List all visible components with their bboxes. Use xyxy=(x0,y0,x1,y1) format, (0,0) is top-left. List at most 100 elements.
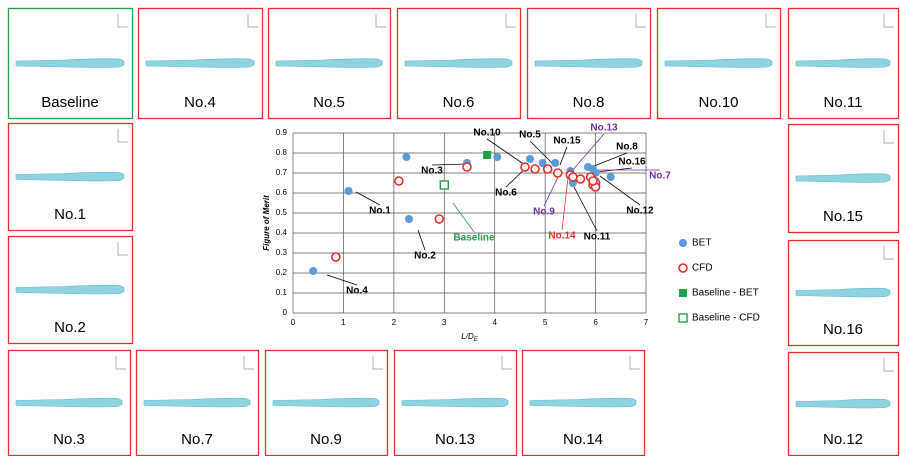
y-tick-label: 0.8 xyxy=(276,148,288,157)
x-tick-label: 0 xyxy=(291,318,296,327)
panel-label: No.12 xyxy=(823,431,863,448)
x-tick-label: 5 xyxy=(543,318,548,327)
point xyxy=(607,173,615,181)
panel: No.5 xyxy=(269,9,391,119)
legend-label: Baseline - CFD xyxy=(692,313,760,324)
annotation: No.1 xyxy=(369,206,391,217)
annotation: No.8 xyxy=(616,142,638,153)
panel-label: No.10 xyxy=(698,94,738,111)
annotation-arrow xyxy=(544,177,558,206)
annotation: No.3 xyxy=(421,166,443,177)
panel: No.9 xyxy=(266,351,388,456)
panel: No.7 xyxy=(137,351,259,456)
panel-label: No.13 xyxy=(435,431,475,448)
panel: No.6 xyxy=(398,9,521,119)
x-axis-label-main: L/D xyxy=(461,332,474,341)
point xyxy=(526,155,534,163)
panel: Baseline xyxy=(9,9,133,119)
figure: BaselineNo.4No.5No.6No.8No.10No.11No.1No… xyxy=(0,0,901,456)
annotation: No.10 xyxy=(473,128,501,139)
legend-marker xyxy=(679,314,687,322)
panel-label: No.8 xyxy=(573,94,605,111)
annotation: No.16 xyxy=(618,157,646,168)
panel: No.3 xyxy=(9,351,131,456)
point xyxy=(589,177,597,185)
annotation: No.13 xyxy=(590,123,618,134)
legend-marker xyxy=(679,239,687,247)
panel-label: No.11 xyxy=(824,94,863,111)
panel-label: No.3 xyxy=(53,431,85,448)
annotation: No.12 xyxy=(626,206,654,217)
panel: No.1 xyxy=(9,124,133,231)
legend-marker xyxy=(679,264,687,272)
panel-label: No.15 xyxy=(823,208,863,225)
y-tick-label: 0.4 xyxy=(276,228,288,237)
x-tick-label: 7 xyxy=(644,318,649,327)
annotation-arrow xyxy=(327,275,357,285)
point xyxy=(569,173,577,181)
panel: No.16 xyxy=(789,241,899,346)
legend-label: Baseline - BET xyxy=(692,288,759,299)
panel-label: No.4 xyxy=(184,94,216,111)
panel: No.15 xyxy=(789,125,899,233)
x-tick-label: 4 xyxy=(492,318,497,327)
panel: No.13 xyxy=(395,351,517,456)
annotation: No.14 xyxy=(548,231,576,242)
point xyxy=(344,187,352,195)
annotation-arrow xyxy=(562,178,568,230)
annotation: No.5 xyxy=(519,130,541,141)
point xyxy=(332,253,340,261)
x-axis-label: L/DE xyxy=(461,332,478,342)
point xyxy=(309,267,317,275)
y-tick-label: 0.7 xyxy=(276,168,288,177)
point xyxy=(405,215,413,223)
panel: No.10 xyxy=(658,9,781,119)
annotation-arrow xyxy=(453,203,474,232)
x-tick-label: 2 xyxy=(392,318,397,327)
point xyxy=(544,165,552,173)
annotation: No.15 xyxy=(553,136,581,147)
annotation: No.11 xyxy=(584,232,611,243)
panel-label: No.5 xyxy=(313,94,345,111)
panel: No.11 xyxy=(789,9,899,119)
panel-label: No.7 xyxy=(181,431,213,448)
y-tick-label: 0.3 xyxy=(276,248,288,257)
annotation: No.4 xyxy=(346,286,368,297)
point xyxy=(551,159,559,167)
panel: No.14 xyxy=(523,351,645,456)
point xyxy=(483,151,491,159)
x-tick-label: 6 xyxy=(593,318,598,327)
point xyxy=(440,181,448,189)
annotation: No.6 xyxy=(495,188,517,199)
panel-label: Baseline xyxy=(41,94,99,111)
annotation: Baseline xyxy=(453,233,495,244)
y-tick-label: 0.1 xyxy=(276,288,288,297)
x-tick-label: 3 xyxy=(442,318,447,327)
y-axis-label: Figure of Merit xyxy=(262,195,271,251)
point xyxy=(402,153,410,161)
annotation: No.9 xyxy=(533,207,555,218)
y-tick-label: 0.2 xyxy=(276,268,288,277)
annotation: No.2 xyxy=(414,251,436,262)
annotation: No.7 xyxy=(649,171,671,182)
point xyxy=(576,175,584,183)
panel-label: No.16 xyxy=(823,321,863,338)
annotation-arrow xyxy=(574,187,597,231)
legend-marker xyxy=(679,289,687,297)
legend-label: CFD xyxy=(692,263,713,274)
panel-label: No.14 xyxy=(563,431,603,448)
y-tick-label: 0.9 xyxy=(276,128,288,137)
panel: No.8 xyxy=(528,9,651,119)
panel-label: No.6 xyxy=(443,94,475,111)
panel-label: No.2 xyxy=(54,319,86,336)
point xyxy=(554,169,562,177)
point xyxy=(463,163,471,171)
annotation-arrow xyxy=(560,147,567,165)
legend-label: BET xyxy=(692,238,711,249)
point xyxy=(435,215,443,223)
panel: No.2 xyxy=(9,237,133,344)
point xyxy=(395,177,403,185)
point xyxy=(493,153,501,161)
point xyxy=(521,163,529,171)
panel: No.4 xyxy=(139,9,263,119)
